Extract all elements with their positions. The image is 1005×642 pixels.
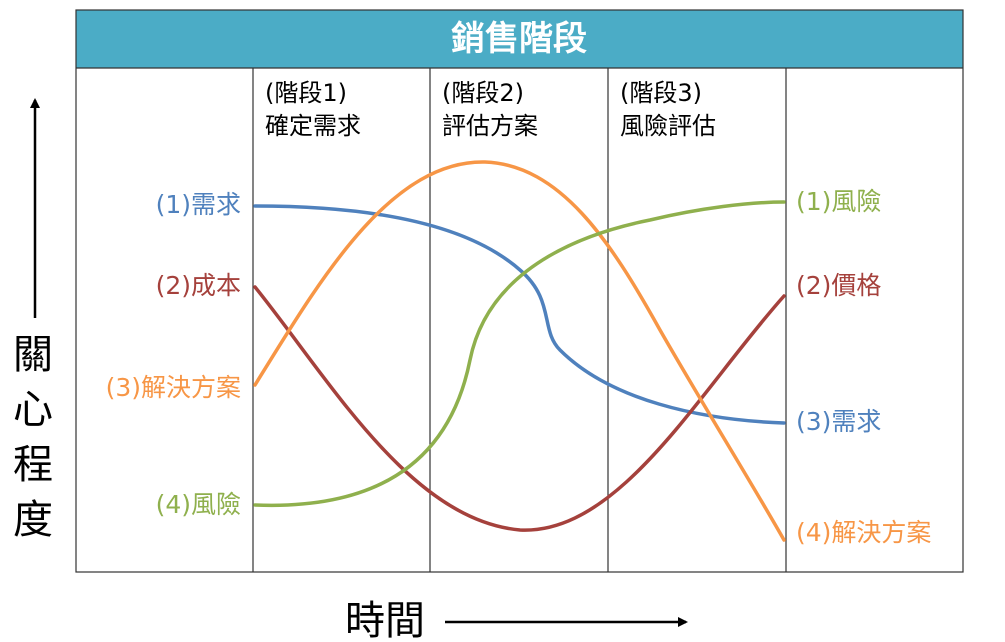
curve-need [253, 204, 786, 425]
stage-1-name: (階段1) [265, 79, 347, 107]
right-label-risk: (1)風險 [796, 187, 881, 216]
y-axis-label: 關心程度 [13, 332, 53, 543]
stage-3-name: (階段3) [620, 79, 702, 107]
stage-2-desc: 評估方案 [442, 112, 538, 140]
left-label-need: (1)需求 [156, 190, 241, 219]
header-title: 銷售階段 [451, 19, 587, 59]
curve-solution [253, 160, 786, 542]
header-bar [76, 10, 963, 68]
curve-risk [253, 200, 786, 508]
stage-3-desc: 風險評估 [620, 112, 716, 140]
right-label-cost: (2)價格 [796, 271, 881, 300]
stage-2-name: (階段2) [442, 79, 524, 107]
right-label-solution: (4)解決方案 [796, 518, 931, 547]
curve-cost [253, 285, 786, 532]
left-label-risk: (4)風險 [156, 490, 241, 519]
x-axis-label: 時間 [345, 598, 425, 642]
left-label-solution: (3)解決方案 [106, 373, 241, 402]
stage-1-desc: 確定需求 [265, 112, 361, 140]
left-label-cost: (2)成本 [156, 271, 241, 300]
right-label-need: (3)需求 [796, 407, 881, 436]
diagram-frame [75, 9, 964, 573]
